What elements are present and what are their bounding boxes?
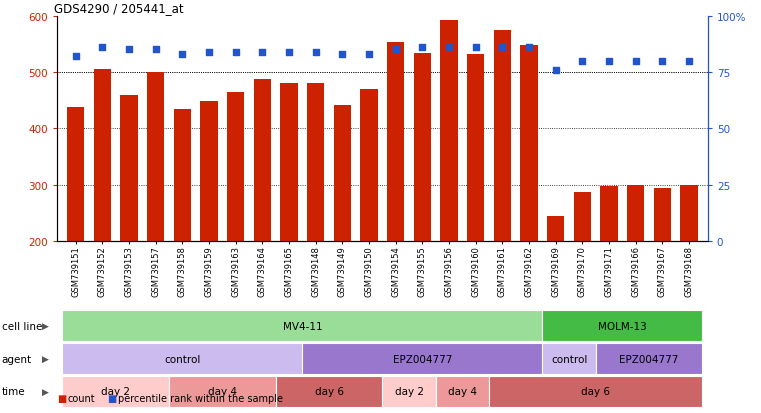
- Point: [576, 58, 588, 65]
- Bar: [334, 106, 351, 354]
- Bar: [94, 69, 111, 354]
- Point: [629, 58, 642, 65]
- Text: MV4-11: MV4-11: [282, 321, 322, 331]
- Point: [656, 58, 668, 65]
- Text: control: control: [164, 354, 201, 364]
- Bar: [120, 95, 138, 354]
- Text: time: time: [2, 386, 25, 396]
- Text: day 2: day 2: [394, 386, 424, 396]
- Text: EPZ004777: EPZ004777: [393, 354, 452, 364]
- Bar: [387, 43, 404, 354]
- Bar: [467, 55, 485, 354]
- Point: [603, 58, 615, 65]
- Bar: [680, 186, 698, 354]
- Point: [470, 45, 482, 51]
- Point: [363, 52, 375, 58]
- Point: [150, 47, 162, 54]
- Point: [177, 52, 189, 58]
- Bar: [280, 83, 298, 354]
- Text: ■: ■: [57, 393, 66, 403]
- Point: [336, 52, 349, 58]
- Text: MOLM-13: MOLM-13: [598, 321, 647, 331]
- Bar: [253, 80, 271, 354]
- Point: [70, 54, 82, 60]
- Text: day 6: day 6: [314, 386, 343, 396]
- Bar: [414, 54, 431, 354]
- Bar: [200, 102, 218, 354]
- Point: [523, 45, 535, 51]
- Point: [123, 47, 135, 54]
- Bar: [547, 217, 565, 354]
- Bar: [574, 192, 591, 354]
- Bar: [600, 186, 618, 354]
- Text: ▶: ▶: [42, 322, 49, 330]
- Text: ▶: ▶: [42, 354, 49, 363]
- Text: GDS4290 / 205441_at: GDS4290 / 205441_at: [54, 2, 183, 15]
- Point: [390, 47, 402, 54]
- Bar: [654, 188, 671, 354]
- Bar: [361, 90, 377, 354]
- Point: [203, 49, 215, 56]
- Bar: [494, 31, 511, 354]
- Point: [443, 45, 455, 51]
- Text: EPZ004777: EPZ004777: [619, 354, 679, 364]
- Point: [683, 58, 695, 65]
- Bar: [627, 185, 645, 354]
- Text: count: count: [68, 394, 95, 404]
- Bar: [307, 83, 324, 354]
- Bar: [521, 46, 538, 354]
- Point: [496, 45, 508, 51]
- Bar: [67, 108, 84, 354]
- Bar: [441, 21, 457, 354]
- Point: [256, 49, 269, 56]
- Text: day 6: day 6: [581, 386, 610, 396]
- Text: percentile rank within the sample: percentile rank within the sample: [118, 394, 283, 404]
- Text: day 4: day 4: [448, 386, 477, 396]
- Text: ■: ■: [107, 393, 116, 403]
- Bar: [147, 73, 164, 354]
- Point: [310, 49, 322, 56]
- Bar: [174, 109, 191, 354]
- Point: [549, 67, 562, 74]
- Point: [416, 45, 428, 51]
- Point: [283, 49, 295, 56]
- Text: ▶: ▶: [42, 387, 49, 396]
- Text: control: control: [551, 354, 587, 364]
- Point: [97, 45, 109, 51]
- Bar: [227, 93, 244, 354]
- Text: day 2: day 2: [101, 386, 130, 396]
- Point: [230, 49, 242, 56]
- Text: day 4: day 4: [208, 386, 237, 396]
- Text: cell line: cell line: [2, 321, 42, 331]
- Text: agent: agent: [2, 354, 32, 364]
